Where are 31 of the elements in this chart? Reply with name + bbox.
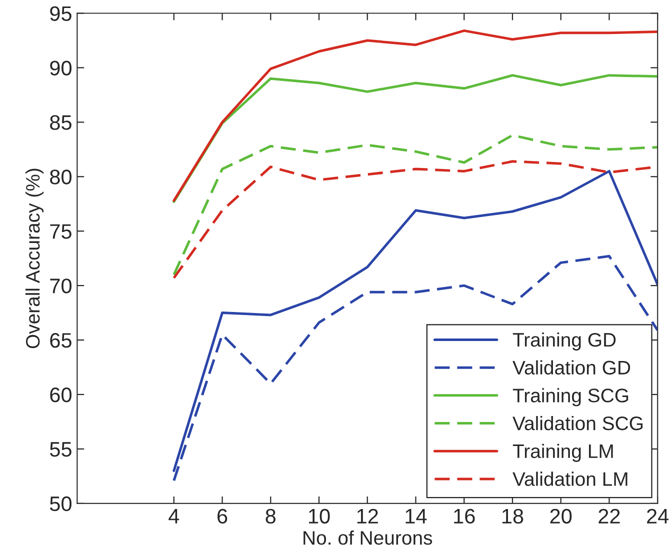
legend-label: Training GD — [512, 332, 616, 351]
legend-label: Validation LM — [512, 472, 628, 486]
y-tick-label: 65 — [50, 333, 72, 348]
y-axis-title: Overall Accuracy (%) — [25, 168, 44, 348]
x-axis-title: No. of Neurons — [304, 530, 432, 545]
x-tick-label: 6 — [218, 508, 228, 524]
x-tick-label: 10 — [309, 508, 330, 524]
y-tick-label: 50 — [50, 496, 72, 512]
x-tick-label: 20 — [550, 508, 572, 524]
x-tick-label: 24 — [647, 508, 669, 524]
line-series — [172, 29, 658, 202]
legend-label: Validation SCG — [512, 416, 643, 430]
x-tick-label: 14 — [406, 509, 427, 524]
y-tick-label: 70 — [50, 278, 72, 294]
line-series — [172, 134, 658, 276]
y-tick-label: 60 — [50, 387, 72, 402]
legend-label: Training LM — [512, 444, 613, 462]
legend-label: Training SCG — [512, 388, 628, 406]
y-tick-label: 55 — [50, 442, 72, 457]
x-tick-label: 4 — [168, 509, 180, 524]
y-tick-label: 75 — [50, 224, 72, 239]
x-tick-label: 18 — [502, 508, 524, 524]
x-tick-label: 22 — [598, 508, 620, 524]
y-tick-label: 80 — [50, 170, 72, 184]
x-tick-label: 16 — [454, 508, 475, 524]
x-tick-label: 8 — [266, 508, 276, 524]
y-tick-label: 85 — [50, 115, 72, 130]
legend-label: Validation GD — [512, 360, 630, 375]
x-tick-label: 12 — [357, 508, 378, 524]
y-tick-label: 95 — [50, 6, 72, 21]
y-tick-label: 90 — [50, 60, 72, 76]
